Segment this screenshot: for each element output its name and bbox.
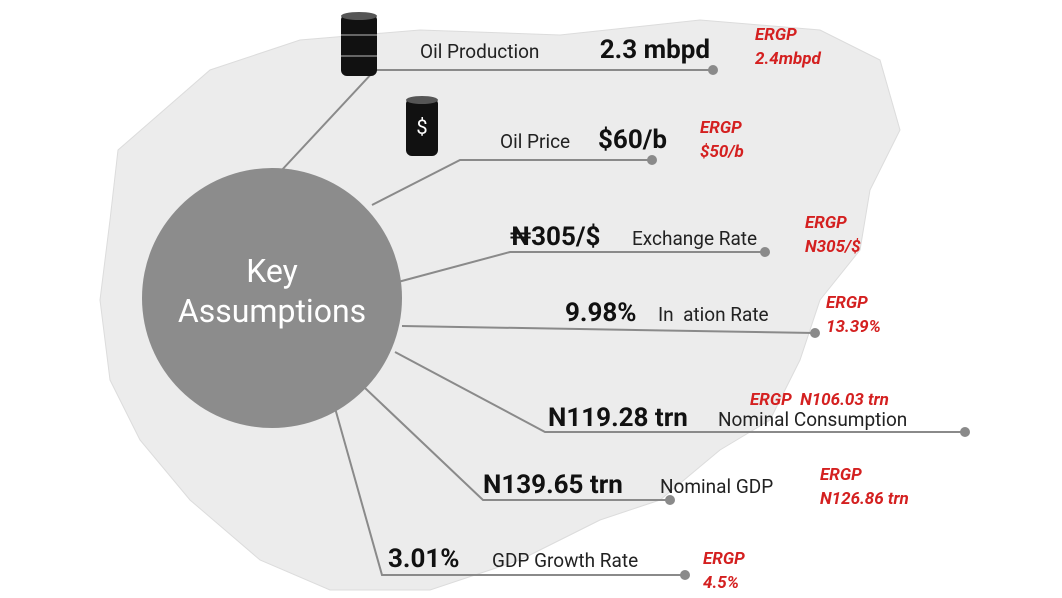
ergp-text: ERGP	[703, 549, 745, 569]
ergp-text: ERGP	[805, 213, 847, 233]
item-value: 3.01%	[388, 544, 460, 574]
ergp-text: N126.86 trn	[820, 489, 909, 509]
center-circle	[142, 168, 402, 428]
ergp-text: ERGP	[700, 118, 742, 138]
item-label: Nominal Consumption	[718, 408, 907, 431]
item-label: Oil Price	[500, 130, 570, 153]
item-value: $60/b	[598, 125, 667, 155]
item-value: N139.65 trn	[483, 470, 623, 500]
item-label: Nominal GDP	[660, 475, 773, 498]
ergp-text: $50/b	[700, 142, 744, 162]
price-barrel-icon: $	[406, 96, 438, 156]
ergp-text: N305/$	[805, 237, 861, 257]
item-label: Exchange Rate	[632, 227, 757, 250]
ergp-text: 2.4mbpd	[755, 49, 822, 69]
ergp-text: 4.5%	[703, 573, 739, 593]
ergp-text: ERGP N106.03 trn	[750, 390, 889, 410]
svg-text:$: $	[416, 115, 427, 139]
item-value: ₦305/$	[510, 222, 600, 252]
ergp-text: ERGP	[820, 465, 862, 485]
item-value: 9.98%	[565, 298, 637, 328]
item-label: Oil Production	[420, 40, 539, 63]
ergp-text: ERGP	[755, 25, 797, 45]
item-label: GDP Growth Rate	[492, 549, 638, 572]
map-background	[99, 19, 901, 591]
ergp-text: 13.39%	[826, 317, 881, 337]
item-value: 2.3 mbpd	[600, 35, 710, 65]
ergp-text: ERGP	[826, 293, 868, 313]
barrel-icon	[341, 12, 377, 76]
center-title: Key	[246, 252, 298, 290]
item-value: N119.28 trn	[548, 403, 688, 433]
item-label: In ation Rate	[658, 303, 769, 326]
center-title: Assumptions	[178, 292, 366, 330]
